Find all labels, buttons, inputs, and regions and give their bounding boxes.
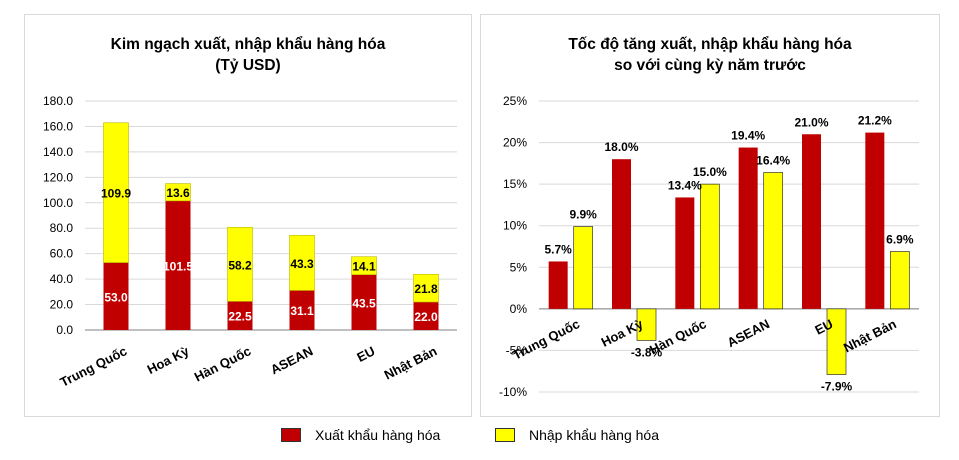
x-category-label: Trung Quốc <box>510 316 582 362</box>
y-tick-label: -10% <box>499 385 527 399</box>
bar-export <box>738 147 758 309</box>
bar-export <box>289 290 315 330</box>
bar-import <box>826 308 847 375</box>
x-category-label: Nhật Bản <box>841 316 899 355</box>
chart-panel-trade-value: Kim ngạch xuất, nhập khẩu hàng hóa (Tỷ U… <box>24 14 472 417</box>
bar-import <box>289 235 315 291</box>
data-label-export: 31.1 <box>290 304 314 318</box>
chart-title: Tốc độ tăng xuất, nhập khẩu hàng hóa <box>568 36 852 53</box>
data-label-import: 21.8 <box>414 282 438 296</box>
y-tick-label: 25% <box>503 94 527 108</box>
bar-import <box>103 122 129 263</box>
y-tick-label: 0.0 <box>56 323 73 337</box>
legend-item-import: Nhập khẩu hàng hóa <box>495 425 659 445</box>
bar-import <box>889 251 910 310</box>
data-label-import: -7.9% <box>821 380 853 394</box>
bar-import <box>351 256 377 275</box>
x-category-label: Hoa Kỳ <box>145 343 192 377</box>
y-tick-label: -5% <box>506 343 528 357</box>
bar-export <box>802 134 821 309</box>
y-tick-label: 60.0 <box>50 247 74 261</box>
data-label-export: 43.5 <box>352 296 376 310</box>
data-label-import: 6.9% <box>886 232 914 246</box>
x-category-label: Nhật Bản <box>382 343 440 382</box>
x-category-label: EU <box>354 343 377 365</box>
bar-import <box>699 183 720 310</box>
bar-export <box>227 301 253 330</box>
bar-export <box>165 200 191 330</box>
x-category-label: EU <box>812 316 835 338</box>
bar-import <box>165 183 191 202</box>
legend-swatch-export <box>281 428 301 442</box>
x-category-label: Hàn Quốc <box>647 316 709 357</box>
chart-subtitle: so với cùng kỳ năm trước <box>614 57 806 74</box>
legend-item-export: Xuất khẩu hàng hóa <box>281 425 440 445</box>
chart-subtitle: (Tỷ USD) <box>215 57 280 74</box>
x-category-label: Trung Quốc <box>58 343 130 389</box>
x-category-label: ASEAN <box>268 343 315 377</box>
data-label-import: 16.4% <box>756 154 790 168</box>
data-label-export: 101.5 <box>163 259 193 273</box>
legend-swatch-import <box>495 428 515 442</box>
chart-title: Kim ngạch xuất, nhập khẩu hàng hóa <box>111 36 386 53</box>
bar-export <box>548 261 568 309</box>
data-label-export: 19.4% <box>731 129 765 143</box>
data-label-export: 21.2% <box>858 114 892 128</box>
y-tick-label: 10% <box>503 219 527 233</box>
y-tick-label: 180.0 <box>43 94 73 108</box>
data-label-export: 13.4% <box>668 178 702 192</box>
bar-export <box>351 274 377 330</box>
y-tick-label: 15% <box>503 177 527 191</box>
y-tick-label: 120.0 <box>43 170 73 184</box>
data-label-export: 22.5 <box>228 310 252 324</box>
data-label-export: 21.0% <box>794 115 828 129</box>
data-label-export: 5.7% <box>544 242 572 256</box>
bar-export <box>675 197 695 309</box>
data-label-import: 13.6 <box>166 186 190 200</box>
data-label-export: 53.0 <box>104 290 128 304</box>
bar-import <box>763 172 784 310</box>
y-tick-label: 5% <box>510 260 528 274</box>
bar-import <box>413 273 439 303</box>
chart-growth-rate: Tốc độ tăng xuất, nhập khẩu hàng hóa so … <box>499 36 919 399</box>
data-label-import: 15.0% <box>693 165 727 179</box>
bar-export <box>413 302 439 330</box>
data-label-import: -3.8% <box>631 345 663 359</box>
legend-label-export: Xuất khẩu hàng hóa <box>315 427 441 443</box>
data-label-import: 109.9 <box>101 187 131 201</box>
chart-panel-growth-rate: Tốc độ tăng xuất, nhập khẩu hàng hóa so … <box>480 14 940 417</box>
bar-import <box>227 227 253 302</box>
data-label-import: 14.1 <box>352 260 376 274</box>
data-label-import: 43.3 <box>290 257 314 271</box>
y-tick-label: 20% <box>503 136 527 150</box>
chart-trade-value: Kim ngạch xuất, nhập khẩu hàng hóa (Tỷ U… <box>43 36 457 390</box>
y-tick-label: 100.0 <box>43 196 73 210</box>
legend-label-import: Nhập khẩu hàng hóa <box>529 427 659 443</box>
y-tick-label: 40.0 <box>50 272 74 286</box>
y-tick-label: 0% <box>510 302 528 316</box>
y-tick-label: 140.0 <box>43 145 73 159</box>
bar-export <box>612 159 631 309</box>
bar-export <box>103 262 129 330</box>
data-label-export: 22.0 <box>414 310 438 324</box>
y-tick-label: 160.0 <box>43 119 73 133</box>
y-tick-label: 20.0 <box>50 298 74 312</box>
y-tick-label: 80.0 <box>50 221 74 235</box>
x-category-label: Hàn Quốc <box>192 343 254 384</box>
x-category-label: ASEAN <box>725 316 772 350</box>
bar-export <box>865 132 885 309</box>
bar-import <box>573 226 594 310</box>
data-label-export: 18.0% <box>604 140 638 154</box>
data-label-import: 9.9% <box>569 208 597 222</box>
bar-import <box>636 308 657 341</box>
data-label-import: 58.2 <box>228 258 252 272</box>
